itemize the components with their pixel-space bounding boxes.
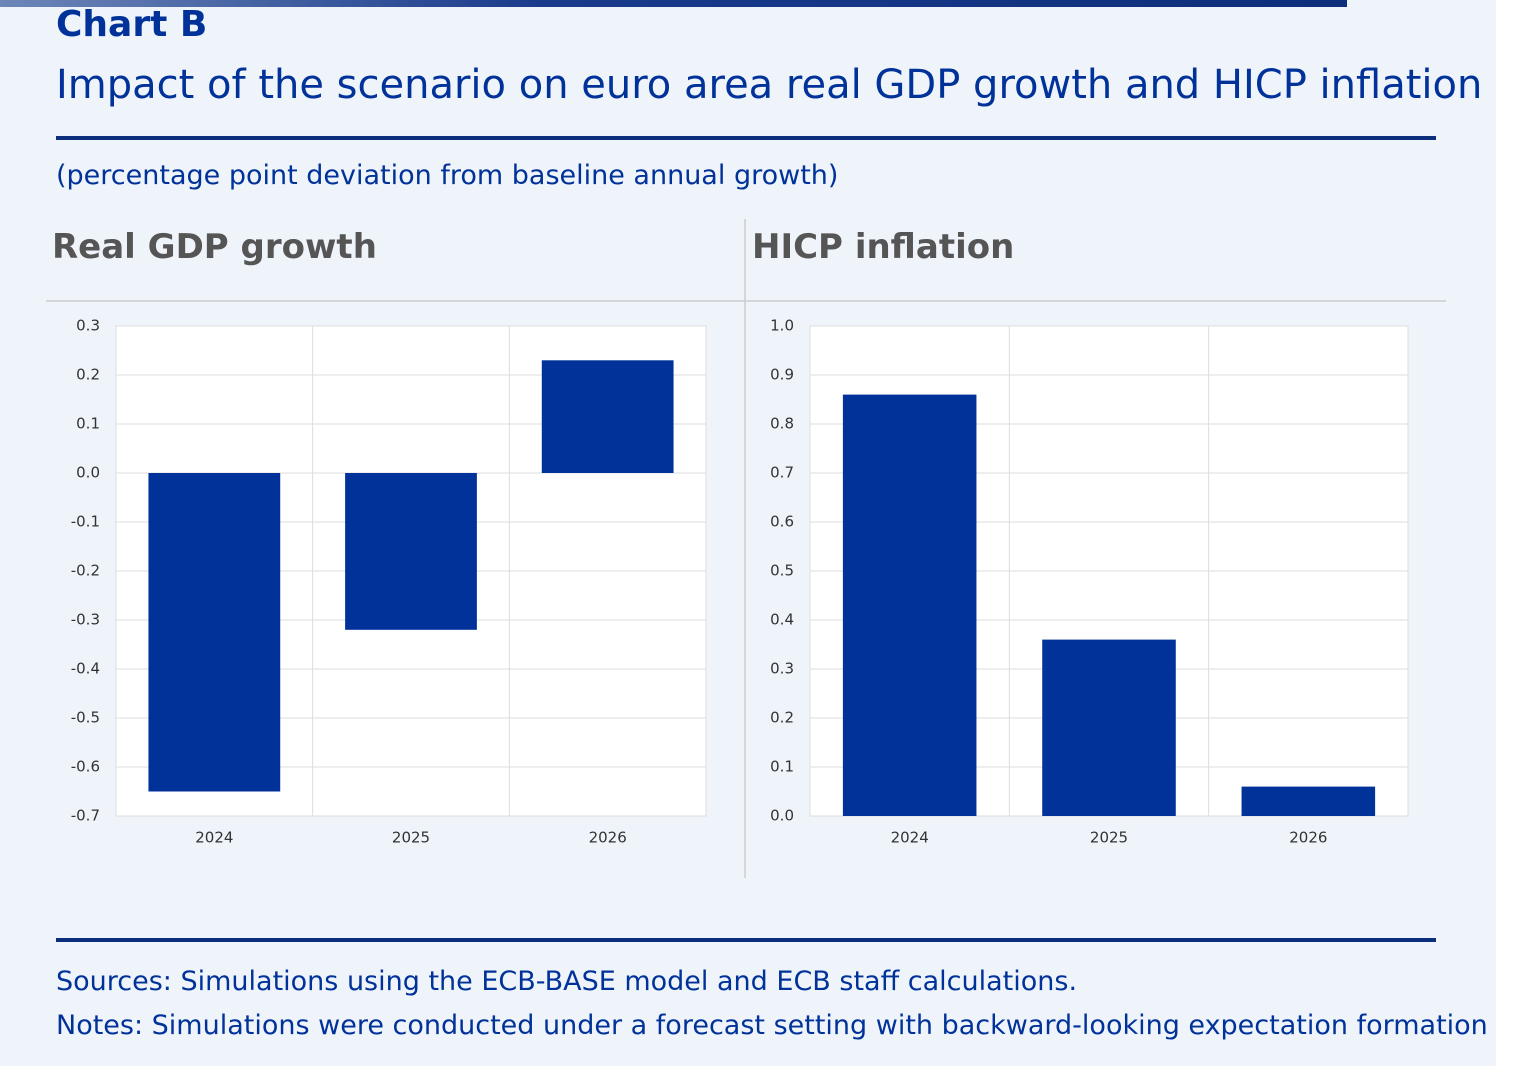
- chart-title: Impact of the scenario on euro area real…: [56, 62, 1483, 108]
- x-tick-label: 2026: [589, 829, 627, 847]
- bar: [842, 394, 977, 816]
- y-tick-label: -0.4: [71, 660, 100, 678]
- bar: [541, 360, 674, 473]
- y-tick-label: 0.0: [76, 464, 100, 482]
- bar: [345, 473, 477, 630]
- y-tick-label: -0.5: [71, 709, 100, 727]
- y-tick-label: 0.2: [770, 709, 794, 727]
- y-tick-label: 0.5: [770, 562, 794, 580]
- chart-label: Chart B: [56, 4, 208, 45]
- x-tick-label: 2025: [392, 829, 430, 847]
- y-tick-label: 0.7: [770, 464, 794, 482]
- bar: [1241, 786, 1376, 816]
- rule: [56, 136, 1436, 140]
- y-tick-label: -0.1: [71, 513, 100, 531]
- y-tick-label: -0.6: [71, 758, 100, 776]
- y-tick-label: 0.6: [770, 513, 794, 531]
- y-tick-label: 0.1: [770, 758, 794, 776]
- top-strip: [0, 0, 1347, 7]
- notes: Notes: Simulations were conducted under …: [56, 1010, 1488, 1041]
- y-tick-label: -0.3: [71, 611, 100, 629]
- bar: [1042, 639, 1176, 816]
- x-tick-label: 2024: [195, 829, 233, 847]
- rule: [56, 938, 1436, 942]
- bar: [148, 473, 281, 792]
- y-tick-label: 0.2: [76, 366, 100, 384]
- y-tick-label: -0.2: [71, 562, 100, 580]
- y-tick-label: 0.3: [76, 317, 100, 335]
- panel-title: HICP inflation: [752, 227, 1014, 267]
- y-tick-label: 0.1: [76, 415, 100, 433]
- y-tick-label: 0.9: [770, 366, 794, 384]
- panel-title: Real GDP growth: [52, 227, 377, 267]
- chart-subtitle: (percentage point deviation from baselin…: [56, 160, 839, 191]
- x-tick-label: 2026: [1289, 829, 1327, 847]
- y-tick-label: 0.8: [770, 415, 794, 433]
- sources: Sources: Simulations using the ECB-BASE …: [56, 966, 1078, 997]
- y-tick-label: 0.4: [770, 611, 794, 629]
- x-tick-label: 2025: [1090, 829, 1128, 847]
- y-tick-label: 1.0: [770, 317, 794, 335]
- x-tick-label: 2024: [891, 829, 929, 847]
- charts: Real GDP growth -0.7 -0.6 -0.5 -0.4 -0.3 -0.2 -…: [46, 219, 1446, 878]
- y-tick-label: 0.0: [770, 807, 794, 825]
- y-tick-label: -0.7: [71, 807, 100, 825]
- y-tick-label: 0.3: [770, 660, 794, 678]
